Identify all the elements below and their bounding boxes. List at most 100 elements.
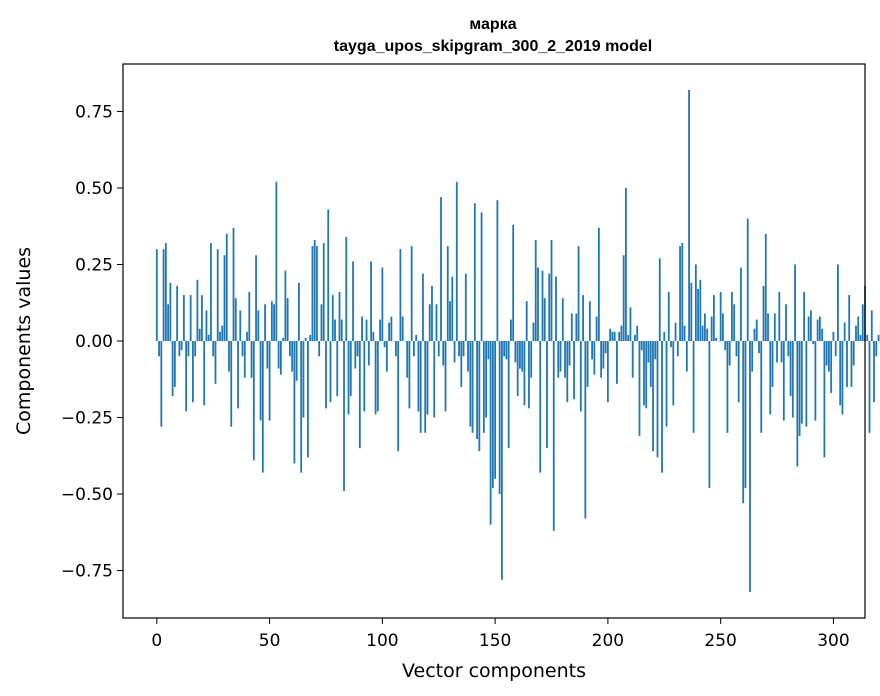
bar: [311, 246, 314, 341]
bar: [507, 341, 510, 449]
bar: [376, 341, 379, 412]
bar: [431, 285, 433, 341]
bar: [318, 341, 321, 357]
bar: [769, 341, 772, 415]
bar: [647, 341, 650, 363]
bar: [415, 334, 418, 341]
bar: [812, 341, 815, 345]
bar: [525, 301, 528, 341]
bar: [196, 279, 199, 341]
bar: [307, 341, 309, 458]
bar: [611, 331, 614, 341]
bar: [629, 307, 632, 341]
bar: [731, 292, 733, 341]
bar: [866, 334, 869, 341]
bar: [837, 264, 839, 341]
bar: [697, 288, 699, 341]
bar: [410, 246, 413, 341]
bar: [171, 341, 174, 397]
bar: [555, 276, 557, 341]
bar: [767, 313, 769, 341]
bar: [789, 341, 792, 397]
bar: [519, 341, 521, 369]
bar: [749, 341, 751, 592]
bar: [401, 316, 404, 341]
bar: [764, 233, 767, 341]
bar: [597, 227, 600, 341]
bar: [776, 341, 778, 363]
bar: [570, 313, 573, 341]
bar: [182, 295, 185, 341]
bar: [471, 341, 474, 433]
bar: [252, 341, 255, 461]
bar: [726, 341, 729, 433]
bar: [532, 322, 535, 341]
x-tick-label: 150: [479, 631, 511, 651]
bar: [419, 341, 422, 433]
bar: [672, 341, 675, 406]
bar: [816, 319, 819, 341]
bar: [221, 325, 224, 341]
bar: [712, 295, 715, 341]
bar: [839, 341, 842, 406]
bar: [807, 316, 810, 341]
bar: [751, 341, 754, 372]
bar: [284, 270, 287, 341]
bar: [834, 341, 837, 357]
bar: [201, 295, 203, 341]
bar: [818, 316, 821, 341]
bar: [482, 341, 485, 433]
bar: [539, 341, 542, 473]
bar: [275, 181, 278, 341]
y-tick-label: −0.50: [61, 485, 113, 505]
bar: [719, 292, 722, 341]
bar: [365, 319, 368, 341]
bar: [394, 341, 397, 357]
bar: [367, 341, 370, 366]
bar: [552, 341, 555, 531]
bar: [604, 341, 607, 354]
bar: [464, 273, 467, 341]
bar: [212, 341, 215, 357]
bar: [444, 341, 447, 412]
bar: [397, 341, 400, 452]
bar: [406, 341, 409, 378]
bar: [379, 319, 381, 341]
bar: [593, 341, 596, 375]
bar: [273, 304, 275, 341]
bar: [683, 325, 686, 341]
bar: [559, 341, 562, 372]
bar: [692, 341, 695, 433]
bar: [291, 341, 294, 372]
bar: [586, 341, 589, 387]
bar: [270, 301, 273, 341]
bar: [595, 316, 598, 341]
bar: [440, 197, 442, 341]
bar: [329, 341, 332, 403]
bar: [503, 341, 506, 357]
bar: [498, 341, 501, 495]
bar: [458, 341, 460, 357]
bar: [264, 304, 266, 341]
bar: [370, 261, 372, 341]
x-axis-label: Vector components: [402, 660, 586, 682]
bar: [676, 341, 679, 357]
bar: [491, 341, 494, 488]
bar: [451, 276, 454, 341]
bar: [645, 341, 648, 409]
bar: [322, 243, 325, 341]
bar: [606, 341, 609, 403]
y-tick-label: 0.25: [75, 255, 113, 275]
bar: [473, 203, 476, 341]
bar: [210, 243, 212, 341]
bar: [372, 331, 375, 341]
bar: [155, 249, 158, 341]
bar: [722, 313, 724, 341]
bar: [548, 273, 551, 341]
bar: [449, 301, 451, 341]
bar: [413, 341, 415, 357]
x-tick-label: 0: [151, 631, 162, 651]
bar: [345, 236, 348, 341]
bar: [557, 341, 560, 378]
bar: [424, 341, 427, 433]
